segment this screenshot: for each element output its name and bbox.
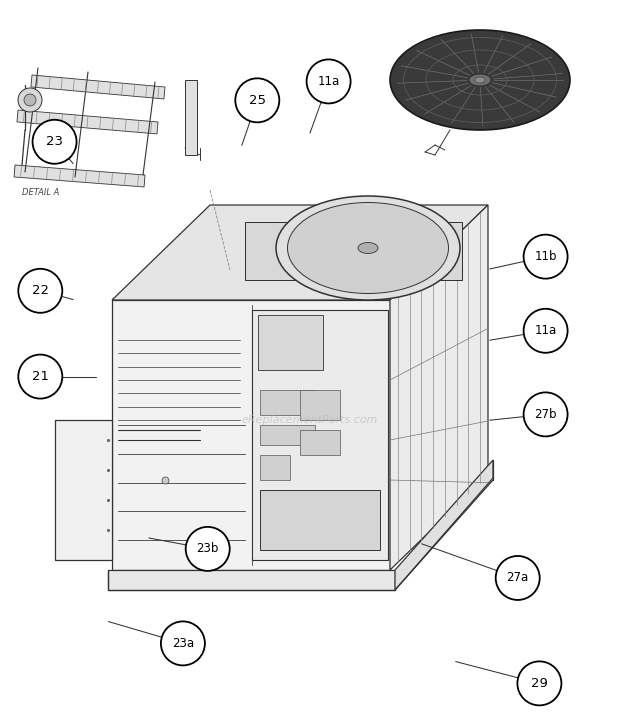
Circle shape xyxy=(236,79,279,122)
Text: 29: 29 xyxy=(531,677,548,690)
Polygon shape xyxy=(17,110,158,134)
Circle shape xyxy=(524,235,567,278)
Circle shape xyxy=(496,556,539,600)
Bar xyxy=(260,490,380,550)
Circle shape xyxy=(186,527,229,571)
Text: 27b: 27b xyxy=(534,408,557,421)
Circle shape xyxy=(18,88,42,112)
Polygon shape xyxy=(112,205,488,300)
Bar xyxy=(260,425,315,445)
Polygon shape xyxy=(390,205,488,570)
Text: 27a: 27a xyxy=(507,571,529,585)
Circle shape xyxy=(518,662,561,705)
Ellipse shape xyxy=(390,30,570,130)
Text: 23: 23 xyxy=(46,135,63,148)
Bar xyxy=(258,315,323,370)
Circle shape xyxy=(524,309,567,353)
Polygon shape xyxy=(55,420,112,560)
Text: 11a: 11a xyxy=(534,324,557,337)
Polygon shape xyxy=(108,570,395,590)
Text: 23b: 23b xyxy=(197,542,219,555)
Polygon shape xyxy=(252,310,388,560)
Text: 11b: 11b xyxy=(534,250,557,263)
Circle shape xyxy=(307,60,350,103)
Ellipse shape xyxy=(475,77,485,83)
Polygon shape xyxy=(31,75,165,99)
Circle shape xyxy=(161,622,205,665)
Text: 22: 22 xyxy=(32,284,49,297)
Polygon shape xyxy=(245,222,462,280)
Bar xyxy=(260,390,315,415)
Text: 11a: 11a xyxy=(317,75,340,88)
Circle shape xyxy=(19,355,62,398)
Circle shape xyxy=(33,120,76,164)
Bar xyxy=(300,390,340,420)
Ellipse shape xyxy=(358,243,378,254)
Polygon shape xyxy=(112,300,390,570)
Bar xyxy=(260,455,290,480)
Polygon shape xyxy=(185,80,197,155)
Polygon shape xyxy=(14,165,145,187)
Ellipse shape xyxy=(469,74,491,86)
Circle shape xyxy=(19,269,62,313)
Ellipse shape xyxy=(276,196,460,300)
Circle shape xyxy=(24,94,36,106)
Bar xyxy=(300,430,340,455)
Polygon shape xyxy=(395,460,493,590)
Text: 23a: 23a xyxy=(172,637,194,650)
Text: eReplacementParts.com: eReplacementParts.com xyxy=(242,415,378,425)
Ellipse shape xyxy=(288,203,448,294)
Text: 25: 25 xyxy=(249,94,266,107)
Text: DETAIL A: DETAIL A xyxy=(22,188,60,197)
Text: 21: 21 xyxy=(32,370,49,383)
Circle shape xyxy=(524,393,567,436)
